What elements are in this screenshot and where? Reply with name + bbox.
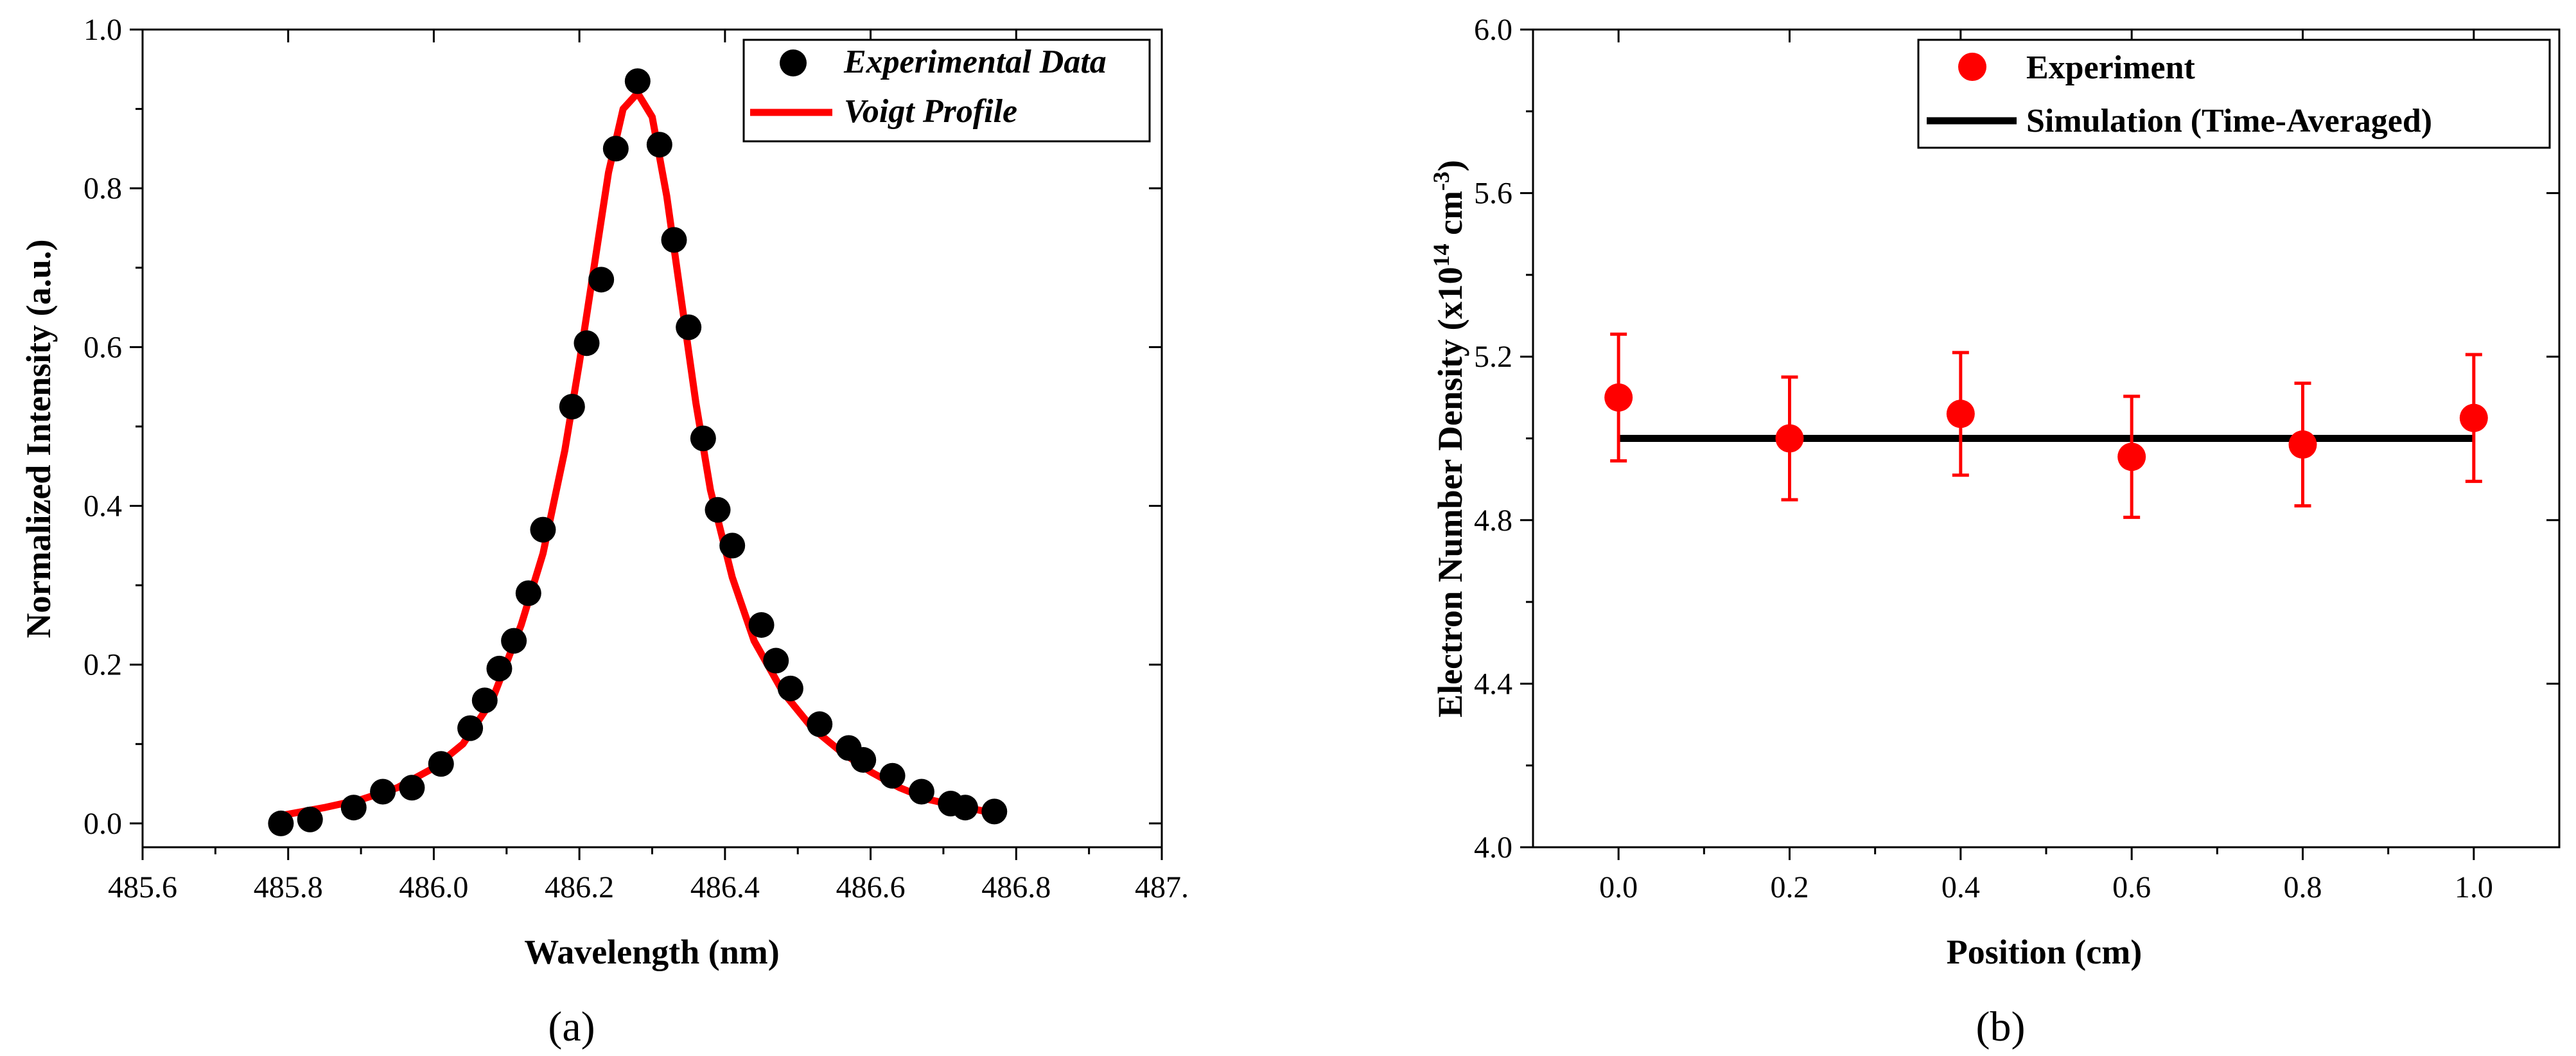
experimental-data-point: [908, 779, 934, 805]
panel-a-plot-frame: [141, 28, 1163, 849]
legend-simulation-label: Simulation (Time-Averaged): [2026, 103, 2432, 139]
legend-experimental-data-marker: [780, 49, 807, 76]
experimental-data-point: [501, 628, 527, 654]
panel-a-x-tick-label: 486.8: [981, 870, 1051, 904]
experimental-data-point: [515, 580, 541, 606]
panel-a-data-points: [268, 68, 1008, 836]
legend-experiment-label: Experiment: [2026, 49, 2196, 86]
y-label-mid: cm: [1431, 191, 1469, 243]
y-label-exponent-1: 14: [1428, 243, 1454, 267]
panel-b-plot-frame: [1532, 28, 2561, 849]
y-label-end: ): [1431, 160, 1469, 172]
experimental-data-point: [602, 136, 629, 162]
experimental-data-point: [690, 425, 716, 452]
experimental-data-point: [471, 687, 498, 714]
panel-a-legend-box: [742, 39, 1151, 143]
experimental-data-point: [661, 227, 687, 253]
panel-a-x-tick-label: 486.4: [690, 870, 760, 904]
experiment-data-point: [1604, 383, 1633, 412]
panel-b-y-tick-label: 4.0: [1474, 831, 1512, 865]
experimental-data-point: [574, 330, 600, 356]
panel-b-y-tick-label: 6.0: [1474, 13, 1512, 47]
panel-a-y-tick-label: 0.4: [83, 489, 122, 524]
panel-b-caption: (b): [1976, 1003, 2026, 1050]
experimental-data-point: [777, 675, 803, 701]
experimental-data-point: [588, 267, 615, 293]
panel-b: 0.0 0.2 0.4 0.6 0.8 1.0 4.0 4.4 4.8 5.2 5.6 6.0 Exp…: [1428, 13, 2561, 1050]
panel-b-x-tick-label: 0.8: [2284, 870, 2322, 904]
panel-b-ticks: 0.0 0.2 0.4 0.6 0.8 1.0 4.0 4.4 4.8 5.2 5.6 6.0: [1474, 13, 2559, 904]
panel-b-legend: Experiment Simulation (Time-Averaged): [1917, 39, 2551, 149]
panel-a: 485.6 485.8 486.0 486.2 486.4 486.6 486.8 487. 0…: [19, 13, 1189, 1050]
experimental-data-point: [646, 132, 672, 158]
experiment-data-point: [1775, 424, 1804, 453]
panel-a-x-tick-label: 487.: [1135, 870, 1189, 904]
panel-b-experiment-points: [1604, 332, 2488, 519]
panel-a-legend: Experimental Data Voigt Profile: [742, 39, 1151, 143]
panel-a-caption: (a): [548, 1003, 595, 1050]
experimental-data-point: [763, 647, 789, 674]
panel-a-ticks: 485.6 485.8 486.0 486.2 486.4 486.6 486.8 487. 0…: [83, 13, 1189, 904]
experimental-data-point: [297, 806, 323, 832]
experiment-data-point: [2117, 443, 2146, 471]
panel-a-x-axis-label: Wavelength (nm): [524, 933, 780, 971]
experimental-data-point: [457, 715, 484, 741]
panel-b-y-tick-label: 4.8: [1474, 504, 1512, 538]
experimental-data-point: [879, 762, 906, 789]
panel-b-legend-box: [1917, 39, 2551, 149]
legend-experiment-marker: [1958, 53, 1986, 81]
experimental-data-point: [748, 612, 775, 638]
experimental-data-point: [676, 314, 702, 340]
experimental-data-point: [952, 795, 978, 821]
experimental-data-point: [981, 798, 1008, 825]
experiment-data-point: [2288, 430, 2317, 459]
experimental-data-point: [624, 68, 651, 94]
panel-a-y-tick-label: 1.0: [83, 13, 122, 47]
experimental-data-point: [399, 775, 425, 801]
experiment-data-point: [1946, 400, 1975, 428]
experimental-data-point: [486, 655, 513, 682]
experimental-data-point: [807, 711, 833, 737]
panel-b-x-tick-label: 0.4: [1941, 870, 1980, 904]
experimental-data-point: [268, 810, 294, 836]
panel-a-y-tick-label: 0.6: [83, 330, 122, 364]
panel-b-x-axis-label: Position (cm): [1947, 933, 2142, 971]
y-label-exponent-2: -3: [1428, 172, 1454, 191]
experimental-data-point: [850, 747, 877, 773]
panel-a-y-tick-label: 0.2: [83, 648, 122, 682]
panel-a-x-tick-label: 486.0: [399, 870, 468, 904]
experiment-data-point: [2459, 403, 2488, 432]
panel-a-x-tick-label: 486.2: [545, 870, 614, 904]
panel-b-x-tick-label: 0.6: [2112, 870, 2151, 904]
panel-b-x-tick-label: 0.0: [1599, 870, 1638, 904]
experimental-data-point: [340, 795, 367, 821]
y-label-main: Electron Number Density (x10: [1431, 267, 1469, 717]
voigt-profile-line: [277, 89, 998, 820]
experimental-data-point: [705, 497, 731, 523]
panel-a-y-axis-label: Normalized Intensity (a.u.): [19, 240, 58, 638]
panel-b-y-tick-label: 5.2: [1474, 340, 1512, 374]
panel-b-x-tick-label: 0.2: [1771, 870, 1809, 904]
experimental-data-point: [719, 532, 746, 559]
panel-a-x-tick-label: 485.8: [254, 870, 323, 904]
experimental-data-point: [559, 394, 585, 420]
experimental-data-point: [530, 516, 556, 543]
panel-b-x-tick-label: 1.0: [2455, 870, 2493, 904]
legend-voigt-profile-label: Voigt Profile: [844, 93, 1017, 130]
panel-a-voigt-curve: [277, 89, 998, 820]
panel-a-x-tick-label: 486.6: [836, 870, 906, 904]
panel-b-y-axis-label: Electron Number Density (x1014 cm-3): [1428, 160, 1469, 717]
panel-a-y-tick-label: 0.0: [83, 807, 122, 841]
panel-a-y-tick-label: 0.8: [83, 172, 122, 206]
panel-a-x-tick-label: 485.6: [108, 870, 177, 904]
panel-b-y-tick-label: 5.6: [1474, 177, 1512, 211]
legend-experimental-data-label: Experimental Data: [843, 44, 1107, 80]
experimental-data-point: [428, 751, 454, 777]
panel-b-y-tick-label: 4.4: [1474, 667, 1512, 701]
experimental-data-point: [370, 779, 396, 805]
